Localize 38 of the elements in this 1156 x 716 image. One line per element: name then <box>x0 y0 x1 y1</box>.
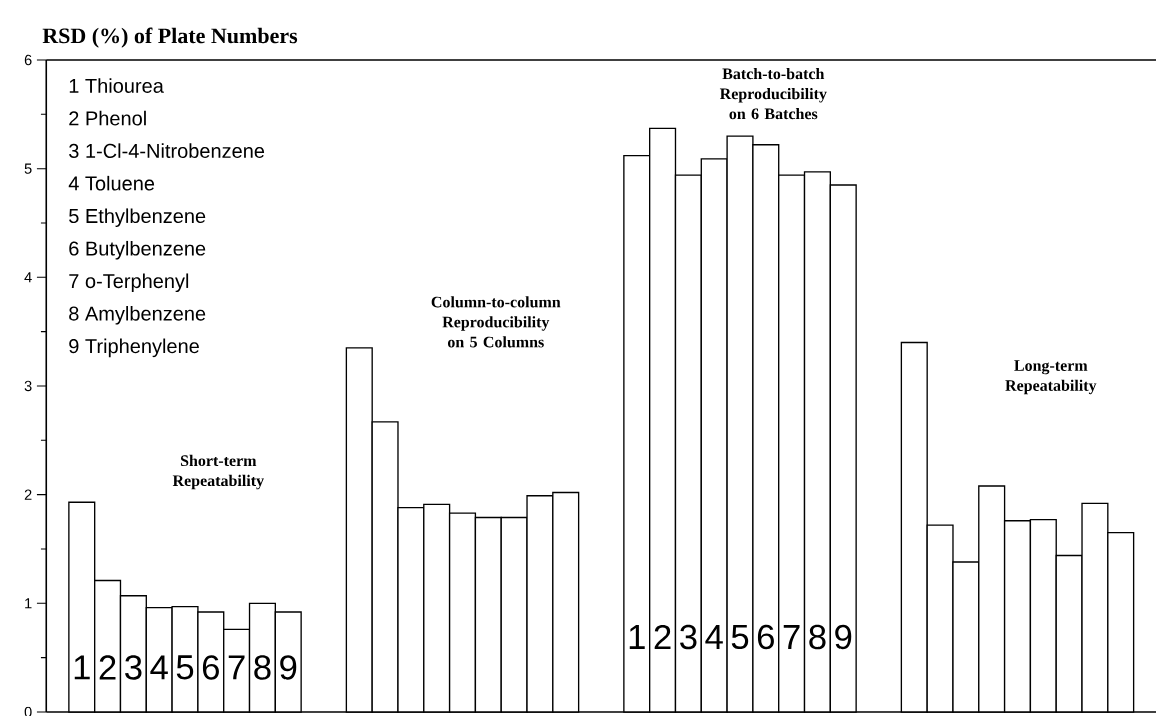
annotation: 6 Butylbenzene <box>69 240 206 260</box>
y-tick-label: 5 <box>24 163 32 174</box>
annotation: 7 <box>228 655 245 680</box>
annotation: 2 <box>99 655 116 680</box>
annotation: 4 Toluene <box>68 175 155 191</box>
annotation: 6 <box>757 624 774 650</box>
annotation: 1 Thiourea <box>69 78 164 93</box>
annotation: 3 1-Cl-4-Nitrobenzene <box>69 143 265 158</box>
annotation: 7 o-Terphenyl <box>69 273 189 293</box>
annotation: 9 Triphenylene <box>69 338 199 358</box>
annotation: 1 <box>74 655 90 680</box>
y-tick-label: 3 <box>24 380 32 392</box>
annotation: 8 <box>809 624 826 650</box>
x-tick-label: Short-term Repeatability <box>172 454 264 490</box>
annotation: 4 <box>705 625 723 649</box>
annotation: 8 Amylbenzene <box>69 305 206 325</box>
annotation: 8 <box>254 655 271 680</box>
annotation: 6 <box>202 655 219 680</box>
x-tick-label: Long-term Repeatability <box>1005 360 1097 395</box>
annotation: 7 <box>783 625 800 649</box>
annotation: 5 Ethylbenzene <box>69 208 206 228</box>
annotation: 3 <box>125 655 142 680</box>
annotation: 5 <box>176 655 194 680</box>
annotation: 9 <box>835 624 852 650</box>
chart-title: RSD (%) of Plate Numbers <box>42 27 298 48</box>
annotation: 4 <box>150 655 168 680</box>
annotation: 1 <box>629 625 645 649</box>
y-tick-label: 4 <box>24 272 32 283</box>
y-tick-label: 1 <box>25 598 32 609</box>
annotation: 3 <box>680 624 697 650</box>
x-tick-label: Batch-to-batch Reproducibility on 6 Batches <box>719 67 827 120</box>
x-tick-label: Column-to-column Reproducibility on 5 Columns <box>431 296 561 348</box>
annotation: 5 <box>731 624 749 650</box>
annotation: 2 <box>654 624 671 650</box>
annotation: 9 <box>280 655 297 680</box>
y-tick-label: 2 <box>24 489 32 500</box>
y-tick-label: 6 <box>24 54 32 66</box>
annotation: 2 Phenol <box>69 110 146 126</box>
